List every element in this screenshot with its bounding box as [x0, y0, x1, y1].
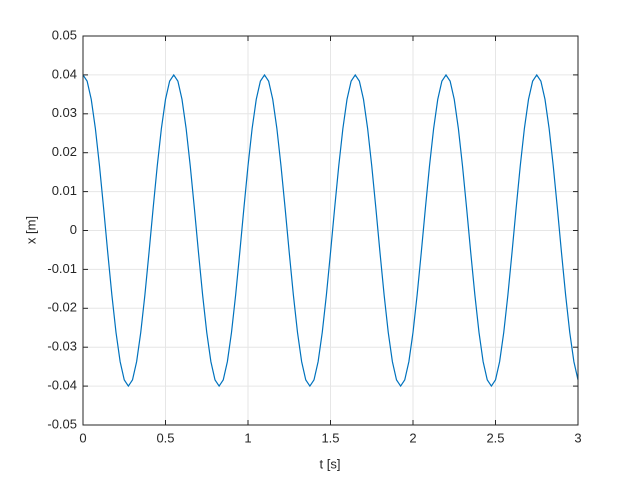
x-tick-label: 3 [574, 430, 581, 445]
y-tick-label: 0.02 [52, 144, 77, 159]
y-tick-label: -0.03 [47, 339, 77, 354]
x-tick-label: 2.5 [486, 430, 504, 445]
y-tick-label: 0.03 [52, 105, 77, 120]
y-tick-label: -0.02 [47, 300, 77, 315]
y-tick-label: 0.01 [52, 183, 77, 198]
y-axis-label: x [m] [23, 216, 38, 244]
y-tick-label: 0 [70, 222, 77, 237]
axes-box [82, 35, 579, 426]
y-tick-label: -0.04 [47, 378, 77, 393]
y-tick-label: 0.04 [52, 66, 77, 81]
data-line [82, 73, 579, 388]
x-tick-label: 1 [244, 430, 251, 445]
y-tick-label: 0.05 [52, 27, 77, 42]
x-tick-label: 0.5 [156, 430, 174, 445]
x-tick-label: 1.5 [321, 430, 339, 445]
y-tick-label: -0.05 [47, 416, 77, 431]
y-tick-label: -0.01 [47, 261, 77, 276]
x-tick-label: 0 [79, 430, 86, 445]
x-tick-label: 2 [409, 430, 416, 445]
x-axis-label: t [s] [320, 456, 341, 471]
